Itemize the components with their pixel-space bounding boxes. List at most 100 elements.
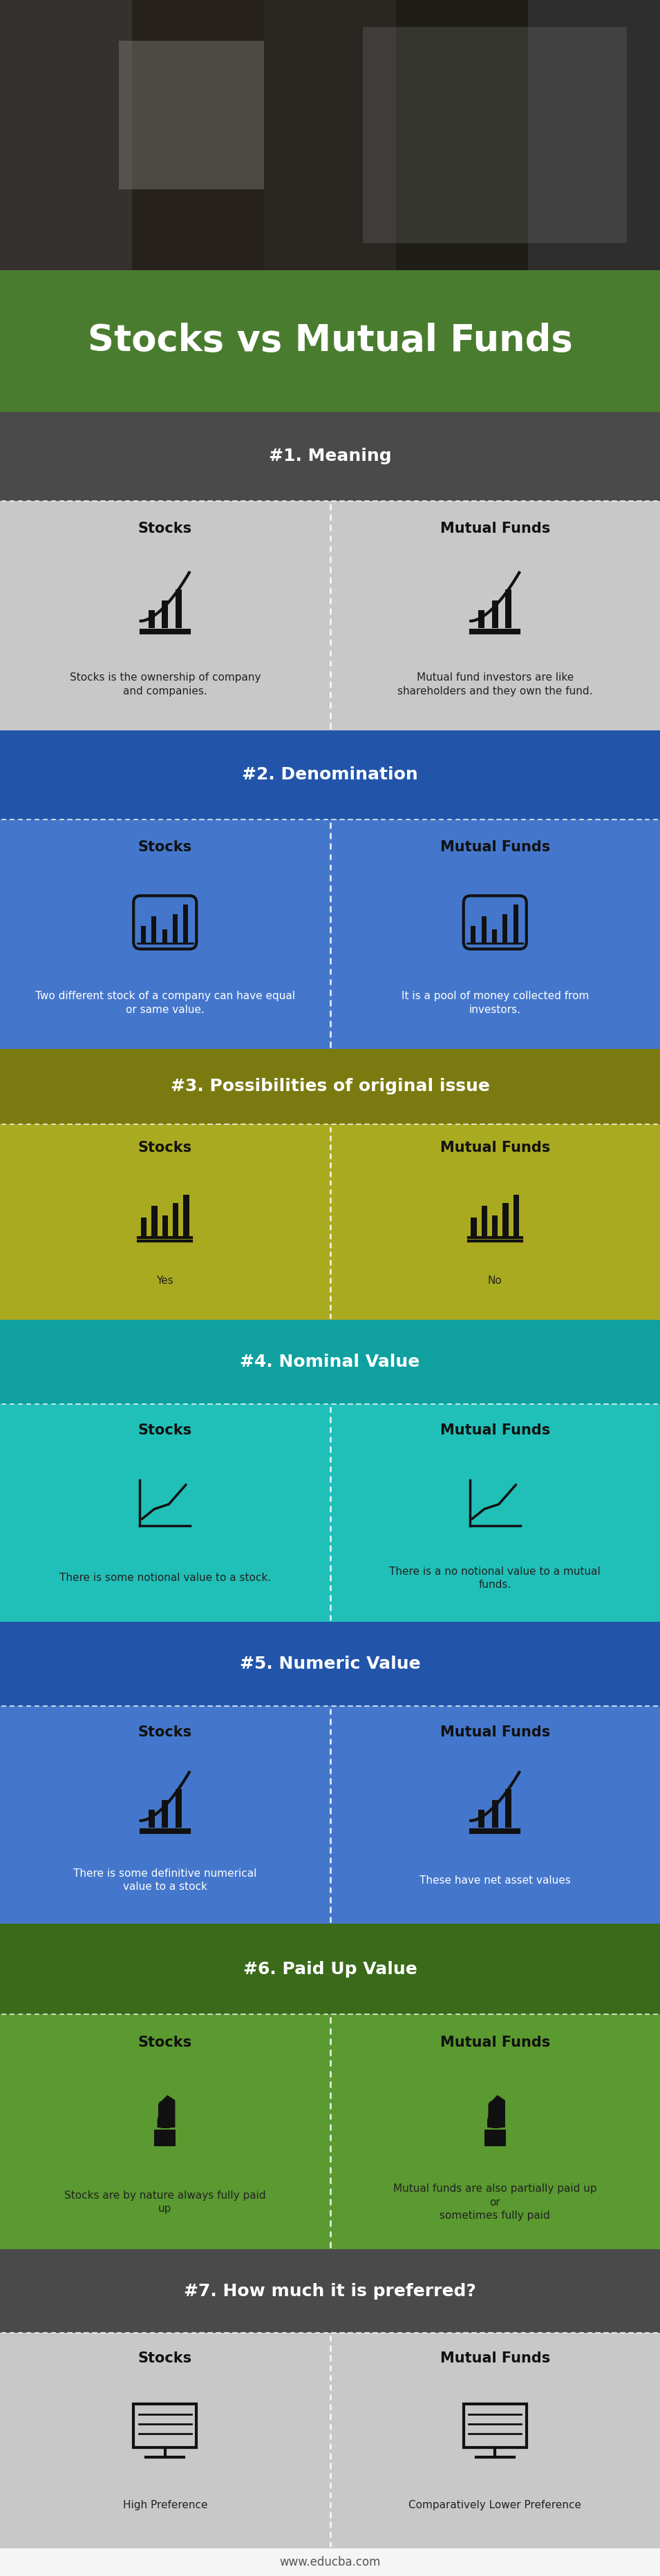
Bar xyxy=(0,0,132,270)
Text: Mutual Funds: Mutual Funds xyxy=(440,1141,550,1154)
Bar xyxy=(506,590,511,629)
FancyBboxPatch shape xyxy=(158,2099,172,2128)
Bar xyxy=(330,500,660,732)
Bar xyxy=(0,2249,660,2334)
Text: Stocks vs Mutual Funds: Stocks vs Mutual Funds xyxy=(88,322,572,358)
Text: Stocks: Stocks xyxy=(138,1726,192,1739)
Bar xyxy=(119,41,264,188)
Bar xyxy=(0,270,660,412)
Text: Two different stock of a company can have equal
or same value.: Two different stock of a company can hav… xyxy=(35,992,295,1015)
Bar xyxy=(151,1206,157,1236)
Bar xyxy=(0,2334,330,2548)
Text: Mutual Funds: Mutual Funds xyxy=(440,2352,550,2365)
Bar xyxy=(396,0,528,270)
Bar xyxy=(513,904,518,943)
Bar xyxy=(481,917,486,943)
Text: Mutual Funds: Mutual Funds xyxy=(440,2035,550,2050)
Bar xyxy=(478,611,484,629)
Bar xyxy=(0,1924,660,2014)
Text: There is some definitive numerical
value to a stock: There is some definitive numerical value… xyxy=(73,1868,257,1893)
FancyBboxPatch shape xyxy=(488,2099,502,2128)
Text: #4. Nominal Value: #4. Nominal Value xyxy=(240,1352,420,1370)
Bar xyxy=(264,0,396,270)
Bar xyxy=(173,914,178,943)
Bar xyxy=(330,1705,660,1924)
Text: Stocks is the ownership of company
and companies.: Stocks is the ownership of company and c… xyxy=(69,672,261,696)
Bar xyxy=(0,1123,330,1319)
Bar xyxy=(484,2130,506,2146)
Bar xyxy=(173,1203,179,1236)
Text: #6. Paid Up Value: #6. Paid Up Value xyxy=(243,1960,417,1978)
Text: #2. Denomination: #2. Denomination xyxy=(242,768,418,783)
Text: #1. Meaning: #1. Meaning xyxy=(269,448,391,464)
Bar xyxy=(363,26,627,242)
Bar xyxy=(183,904,188,943)
Polygon shape xyxy=(488,2097,505,2128)
Text: Mutual funds are also partially paid up
or
sometimes fully paid: Mutual funds are also partially paid up … xyxy=(393,2184,597,2221)
Bar xyxy=(330,1404,660,1623)
Bar xyxy=(0,819,330,1048)
Bar xyxy=(463,2403,527,2447)
Text: There is a no notional value to a mutual
funds.: There is a no notional value to a mutual… xyxy=(389,1566,601,1589)
Text: Mutual Funds: Mutual Funds xyxy=(440,1726,550,1739)
Bar xyxy=(0,2014,330,2249)
Bar xyxy=(330,2014,660,2249)
Bar xyxy=(481,1206,487,1236)
Text: Stocks: Stocks xyxy=(138,1425,192,1437)
Bar xyxy=(148,611,154,629)
Text: High Preference: High Preference xyxy=(123,2501,207,2512)
Bar xyxy=(492,930,497,943)
Bar xyxy=(513,1195,519,1236)
Text: No: No xyxy=(488,1275,502,1285)
Bar xyxy=(0,1705,330,1924)
Text: These have net asset values: These have net asset values xyxy=(419,1875,571,1886)
Bar xyxy=(141,1218,147,1236)
Text: Yes: Yes xyxy=(156,1275,174,1285)
Polygon shape xyxy=(158,2097,175,2128)
Bar xyxy=(133,2403,197,2447)
Bar xyxy=(176,590,182,629)
Bar xyxy=(162,1216,168,1236)
Bar xyxy=(148,1808,154,1829)
Bar xyxy=(176,1790,182,1829)
Bar xyxy=(151,917,156,943)
Bar xyxy=(0,1048,660,1123)
Bar xyxy=(492,600,498,629)
Text: www.educba.com: www.educba.com xyxy=(279,2555,381,2568)
Text: Stocks: Stocks xyxy=(138,1141,192,1154)
Bar xyxy=(492,1801,498,1829)
Bar xyxy=(478,1808,484,1829)
Bar xyxy=(503,1203,509,1236)
Text: Stocks: Stocks xyxy=(138,2352,192,2365)
Bar xyxy=(162,1801,168,1829)
Text: Mutual Funds: Mutual Funds xyxy=(440,520,550,536)
Bar xyxy=(471,1218,477,1236)
Text: Mutual Funds: Mutual Funds xyxy=(440,1425,550,1437)
Bar xyxy=(0,732,660,819)
Bar xyxy=(506,1790,511,1829)
Bar xyxy=(330,819,660,1048)
Text: Stocks: Stocks xyxy=(138,840,192,855)
Bar xyxy=(141,927,146,943)
Bar xyxy=(154,2130,176,2146)
Bar xyxy=(0,1319,660,1404)
Bar xyxy=(0,412,660,500)
Bar xyxy=(0,1404,330,1623)
Bar xyxy=(330,2334,660,2548)
Bar xyxy=(162,930,167,943)
Bar xyxy=(162,600,168,629)
Bar xyxy=(0,2548,660,2576)
Text: There is some notional value to a stock.: There is some notional value to a stock. xyxy=(59,1574,271,1584)
Bar xyxy=(0,1623,660,1705)
Bar xyxy=(492,1216,498,1236)
Bar xyxy=(330,1123,660,1319)
Bar xyxy=(0,0,660,270)
Text: Stocks: Stocks xyxy=(138,2035,192,2050)
Text: #7. How much it is preferred?: #7. How much it is preferred? xyxy=(184,2282,476,2300)
Text: It is a pool of money collected from
investors.: It is a pool of money collected from inv… xyxy=(401,992,589,1015)
Text: #3. Possibilities of original issue: #3. Possibilities of original issue xyxy=(170,1079,490,1095)
Text: Comparatively Lower Preference: Comparatively Lower Preference xyxy=(409,2501,581,2512)
Bar xyxy=(471,927,476,943)
Bar xyxy=(528,0,660,270)
Bar xyxy=(161,2107,170,2128)
